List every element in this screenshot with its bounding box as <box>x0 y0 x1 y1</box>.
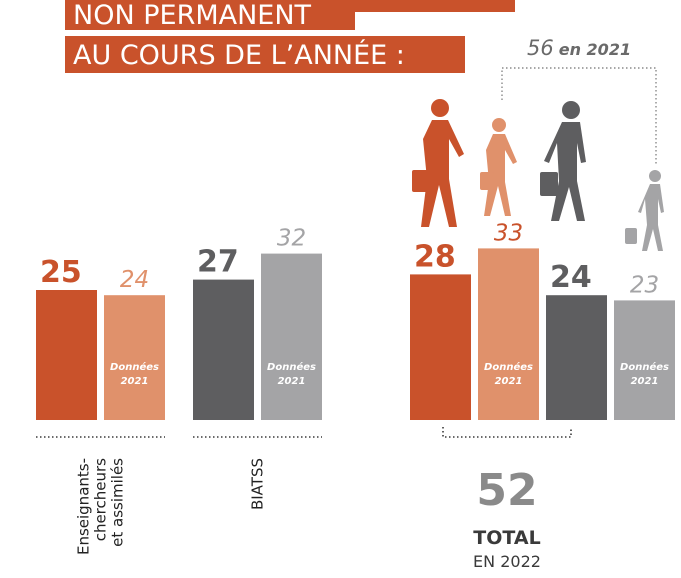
value-label: 25 <box>40 255 82 290</box>
category-label: Enseignants- <box>75 458 93 555</box>
bar-note: 2021 <box>631 376 659 387</box>
category-label: chercheurs <box>92 458 110 541</box>
bar-note: 2021 <box>121 376 149 387</box>
figure <box>625 170 664 251</box>
title-line: NON PERMANENT <box>73 0 312 31</box>
value-label: 33 <box>494 220 523 246</box>
bar <box>104 295 165 420</box>
bar <box>261 254 322 420</box>
total-sublabel: EN 2022 <box>473 552 541 571</box>
value-label: 23 <box>630 272 659 298</box>
bar <box>410 274 471 420</box>
comparison: 56 en 2021 <box>527 36 631 60</box>
category-label: BIATSS <box>249 458 267 510</box>
total-label: TOTAL <box>473 527 540 549</box>
figure <box>540 101 586 221</box>
bar-note: Données <box>110 361 159 373</box>
total-value: 52 <box>476 465 537 516</box>
value-label: 27 <box>197 245 239 280</box>
title-line: AU COURS DE L’ANNÉE : <box>73 39 405 71</box>
bar-note: 2021 <box>278 376 306 387</box>
bar-note: Données <box>620 361 669 373</box>
infographic: NON PERMANENT AU COURS DE L’ANNÉE : 56 en… <box>0 0 681 578</box>
category-label: et assimilés <box>109 458 127 547</box>
bar <box>36 290 97 420</box>
bracket <box>443 427 571 437</box>
bar <box>614 300 675 420</box>
value-label: 32 <box>277 226 306 252</box>
comparison-value: 56 <box>527 36 554 60</box>
bar <box>478 248 539 420</box>
value-label: 24 <box>550 260 592 295</box>
title-band <box>355 0 515 12</box>
bar-note: Données <box>484 361 533 373</box>
figure <box>412 99 464 227</box>
figure <box>480 118 517 216</box>
comparison-text: en 2021 <box>559 40 631 59</box>
bar <box>193 280 254 420</box>
value-label: 28 <box>414 239 456 274</box>
bar-note: Données <box>267 361 316 373</box>
bar <box>546 295 607 420</box>
bar-note: 2021 <box>495 376 523 387</box>
value-label: 24 <box>120 267 149 293</box>
